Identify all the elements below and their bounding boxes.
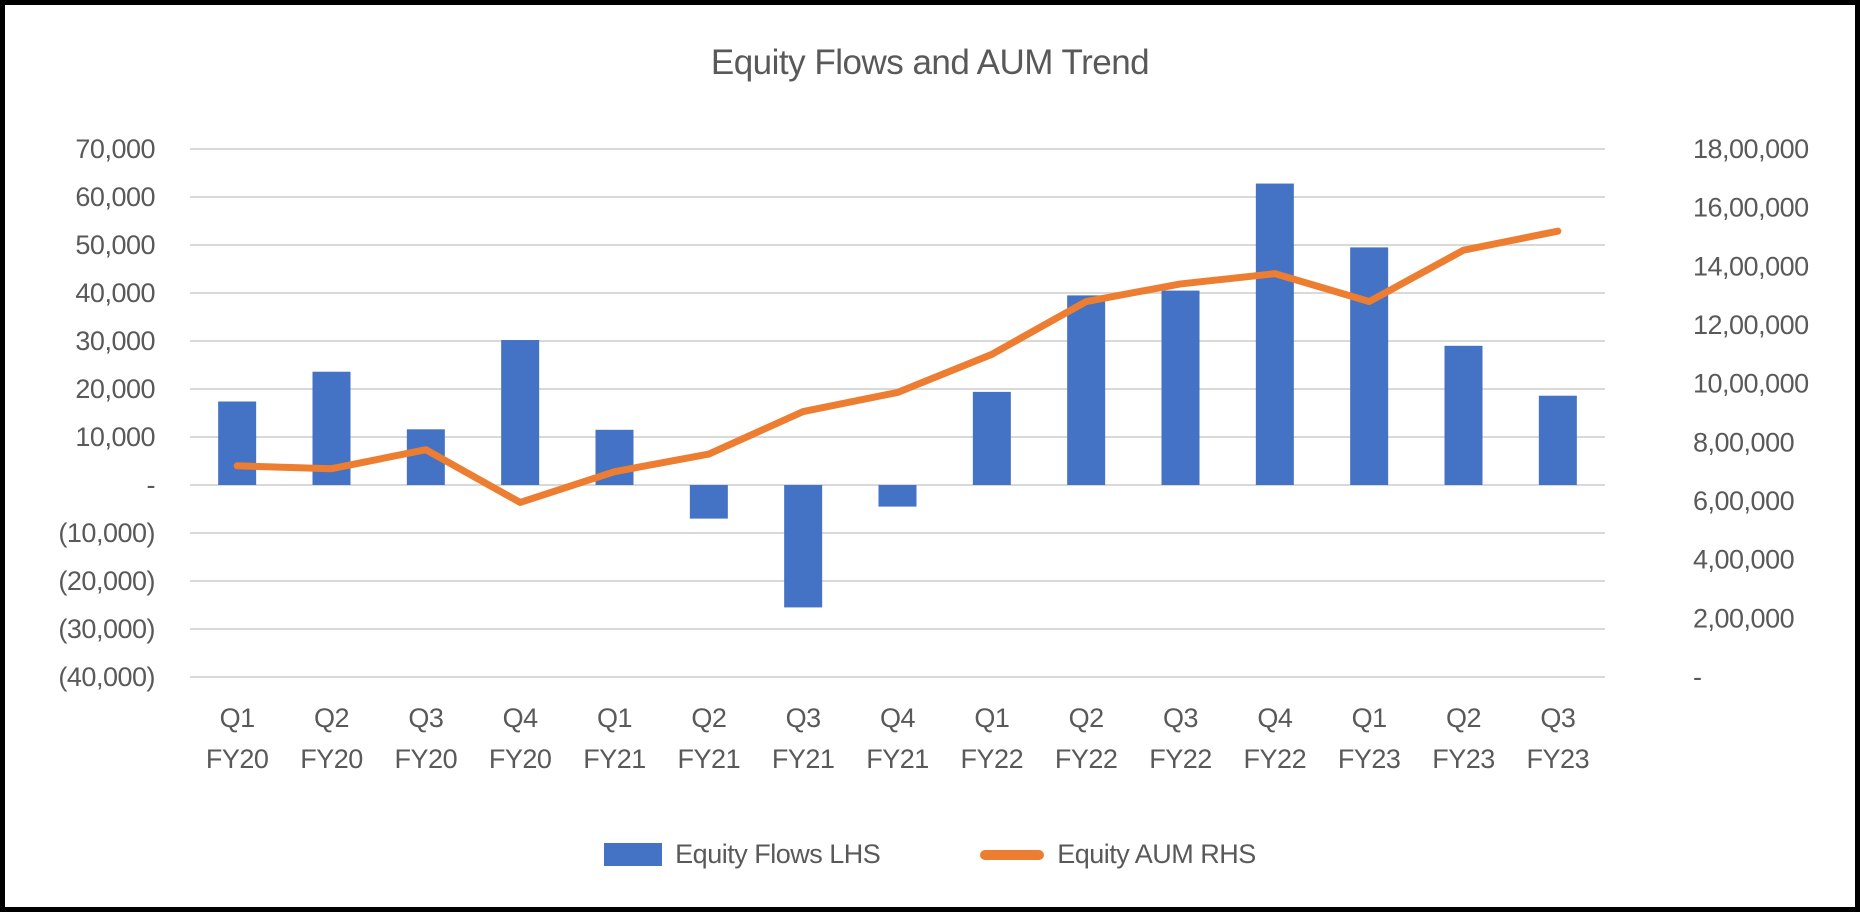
x-axis-quarter-label: Q4 (880, 703, 916, 733)
x-axis-quarter-label: Q1 (220, 703, 255, 733)
y-axis-left-tick-label: 60,000 (75, 182, 155, 212)
x-axis-quarter-label: Q3 (408, 703, 443, 733)
equity-flows-bar (784, 485, 823, 608)
y-axis-left-tick-label: (10,000) (58, 518, 155, 548)
equity-flows-bar (218, 401, 257, 485)
equity-flows-bar (1444, 345, 1483, 485)
x-axis-quarter-label: Q1 (1352, 703, 1387, 733)
legend-label-equity-flows: Equity Flows LHS (675, 839, 881, 869)
x-axis-fiscal-year-label: FY21 (772, 744, 835, 774)
x-axis-quarter-label: Q3 (1163, 703, 1198, 733)
y-axis-right-tick-label: 6,00,000 (1693, 486, 1794, 516)
x-axis-fiscal-year-label: FY23 (1527, 744, 1590, 774)
equity-flows-bar (1067, 295, 1106, 485)
legend-label-equity-aum: Equity AUM RHS (1057, 839, 1256, 869)
x-axis-quarter-label: Q1 (974, 703, 1009, 733)
y-axis-right-tick-label: 4,00,000 (1693, 545, 1794, 575)
x-axis-fiscal-year-label: FY22 (961, 744, 1024, 774)
y-axis-right-tick-label: 10,00,000 (1693, 369, 1809, 399)
x-axis-fiscal-year-label: FY20 (395, 744, 458, 774)
y-axis-left-tick-label: 40,000 (75, 278, 155, 308)
y-axis-left-tick-label: 20,000 (75, 374, 155, 404)
x-axis-fiscal-year-label: FY23 (1432, 744, 1495, 774)
x-axis-fiscal-year-label: FY21 (866, 744, 929, 774)
y-axis-right-tick-label: 14,00,000 (1693, 251, 1809, 281)
x-axis-quarter-label: Q2 (1446, 703, 1481, 733)
x-axis-fiscal-year-label: FY20 (489, 744, 552, 774)
equity-flows-bar (1255, 183, 1294, 485)
x-axis-quarter-label: Q1 (597, 703, 632, 733)
y-axis-left-tick-label: (30,000) (58, 614, 155, 644)
equity-flows-bar (878, 485, 917, 507)
x-axis-fiscal-year-label: FY20 (300, 744, 363, 774)
y-axis-right-tick-label: 16,00,000 (1693, 193, 1809, 223)
y-axis-left-tick-label: - (147, 470, 156, 500)
x-axis-quarter-label: Q2 (691, 703, 726, 733)
chart-legend: Equity Flows LHS Equity AUM RHS (5, 839, 1855, 870)
x-axis-fiscal-year-label: FY21 (583, 744, 646, 774)
equity-flows-bar (1350, 247, 1389, 485)
y-axis-right-tick-label: 18,00,000 (1693, 134, 1809, 164)
y-axis-left-tick-label: 50,000 (75, 230, 155, 260)
chart-title: Equity Flows and AUM Trend (710, 43, 1150, 82)
y-axis-right-tick-label: - (1693, 662, 1702, 692)
x-axis-quarter-label: Q2 (314, 703, 349, 733)
x-axis-fiscal-year-label: FY22 (1055, 744, 1118, 774)
legend-item-equity-aum: Equity AUM RHS (980, 839, 1256, 870)
y-axis-left-tick-label: 30,000 (75, 326, 155, 356)
x-axis-fiscal-year-label: FY22 (1149, 744, 1212, 774)
y-axis-right-tick-label: 2,00,000 (1693, 603, 1794, 633)
x-axis-fiscal-year-label: FY20 (206, 744, 269, 774)
x-axis-quarter-label: Q2 (1069, 703, 1104, 733)
y-axis-left-tick-label: 10,000 (75, 422, 155, 452)
x-axis-quarter-label: Q4 (503, 703, 539, 733)
equity-flows-bar (1161, 290, 1200, 485)
x-axis-fiscal-year-label: FY23 (1338, 744, 1401, 774)
y-axis-right-tick-label: 8,00,000 (1693, 427, 1794, 457)
y-axis-left-tick-label: 70,000 (75, 134, 155, 164)
equity-flows-bar (1538, 395, 1577, 485)
equity-flows-bar (972, 391, 1011, 485)
equity-flows-bar (689, 485, 728, 519)
x-axis-quarter-label: Q4 (1257, 703, 1293, 733)
bar-series-swatch (604, 843, 663, 866)
x-axis-quarter-label: Q3 (786, 703, 821, 733)
y-axis-left-tick-label: (40,000) (58, 662, 155, 692)
equity-aum-line (233, 227, 1562, 506)
legend-item-equity-flows: Equity Flows LHS (604, 839, 881, 870)
equity-flows-bar (501, 340, 540, 485)
line-series-swatch (980, 849, 1045, 860)
chart-canvas: 70,000 60,000 50,000 40,000 30,000 20,000 10,0… (58, 134, 1809, 774)
y-axis-right-tick-label: 12,00,000 (1693, 310, 1809, 340)
x-axis-fiscal-year-label: FY21 (678, 744, 741, 774)
x-axis-fiscal-year-label: FY22 (1244, 744, 1307, 774)
y-axis-left-tick-label: (20,000) (58, 566, 155, 596)
x-axis-quarter-label: Q3 (1540, 703, 1575, 733)
